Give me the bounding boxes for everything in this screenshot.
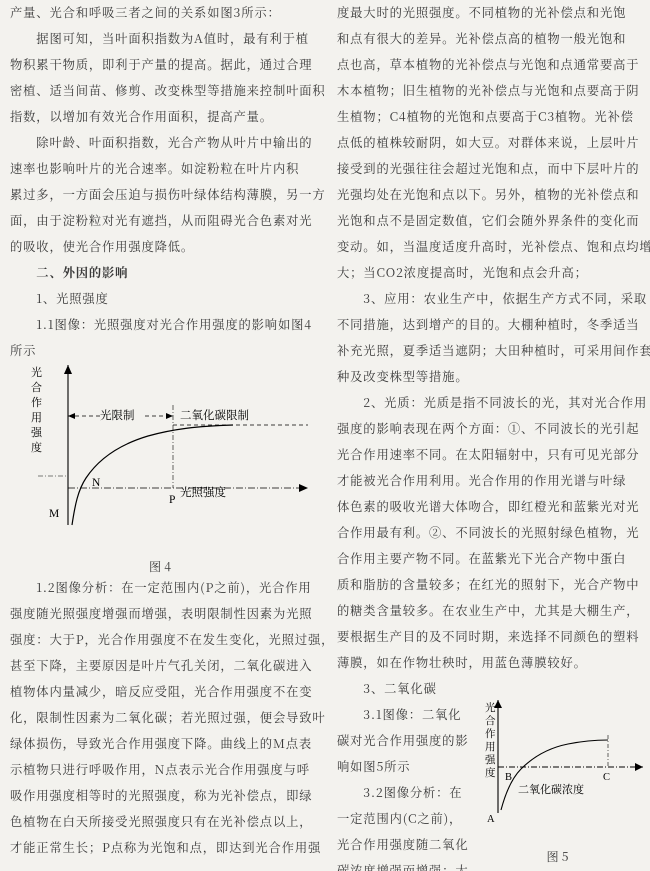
svg-text:合: 合 (31, 379, 42, 395)
svg-text:B: B (505, 772, 512, 783)
svg-text:二氧化碳浓度: 二氧化碳浓度 (518, 781, 584, 797)
svg-text:强: 强 (31, 424, 43, 440)
svg-text:光照强度: 光照强度 (180, 484, 226, 500)
svg-text:度: 度 (31, 439, 42, 455)
svg-text:用: 用 (31, 409, 42, 425)
svg-text:N: N (92, 477, 101, 489)
svg-text:M: M (49, 508, 59, 520)
svg-text:二氧化碳限制: 二氧化碳限制 (180, 407, 249, 423)
svg-text:光: 光 (31, 364, 42, 380)
svg-text:C: C (603, 772, 610, 783)
svg-text:光限制: 光限制 (100, 407, 135, 423)
svg-text:A: A (487, 814, 495, 825)
svg-text:P: P (169, 494, 175, 506)
svg-text:度: 度 (485, 765, 496, 780)
svg-text:作: 作 (31, 394, 42, 410)
